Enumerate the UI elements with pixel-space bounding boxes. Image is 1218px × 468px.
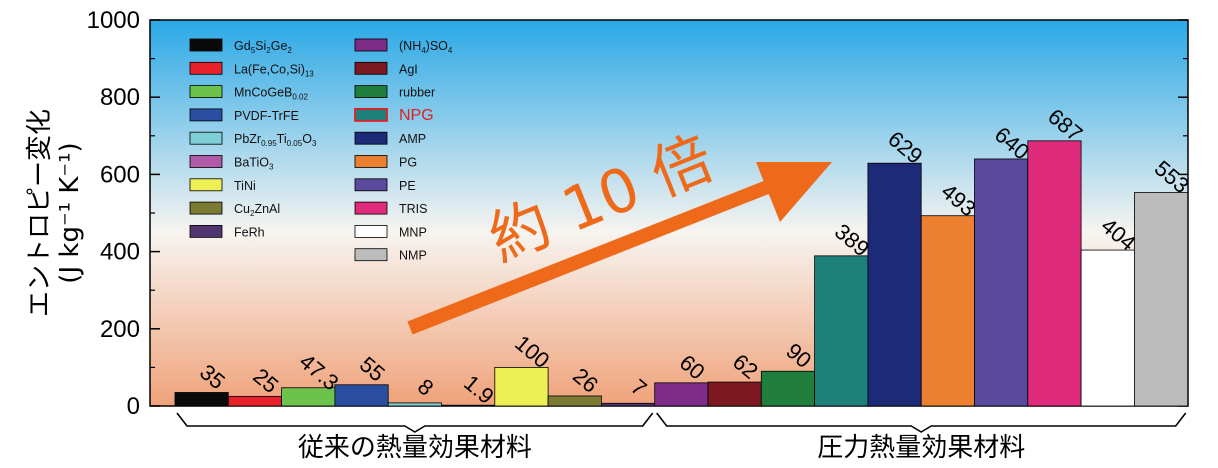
group-brackets: 従来の熱量効果材料 圧力熱量効果材料 — [176, 412, 1187, 463]
legend-entry: MnCoGeB0.02 — [234, 86, 308, 102]
legend-entry: PG — [399, 156, 417, 170]
legend-entry: Gd5Si2Ge2 — [234, 39, 292, 55]
legend-swatch — [189, 85, 223, 98]
bar-13 — [867, 162, 922, 407]
legend-entry: rubber — [399, 86, 435, 100]
legend-swatch — [189, 38, 223, 52]
bar-16 — [1027, 140, 1082, 407]
legend-swatch — [189, 224, 223, 238]
bar-6 — [494, 366, 549, 407]
group-label-1: 圧力熱量効果材料 — [817, 433, 1025, 463]
group-label-0: 従来の熱量効果材料 — [298, 433, 532, 463]
bar-10 — [707, 381, 762, 407]
bar-12 — [814, 255, 869, 407]
legend-swatch — [189, 108, 223, 122]
legend-entry: PVDF-TrFE — [234, 109, 299, 123]
bar-8 — [601, 402, 656, 407]
bar-3 — [334, 384, 389, 407]
legend-entry: AgI — [399, 62, 418, 76]
y-tick-label: 400 — [100, 239, 140, 266]
bar-18 — [1134, 192, 1189, 407]
group-bracket-1 — [656, 412, 1187, 433]
legend-entry: La(Fe,Co,Si)13 — [234, 62, 314, 78]
y-tick-label: 600 — [100, 161, 140, 188]
legend-entry: PE — [399, 179, 416, 193]
legend-entry: TRIS — [399, 202, 427, 216]
bars-layer — [174, 140, 1189, 407]
bar-17 — [1080, 249, 1135, 407]
legend-entry: PbZr0.95Ti0.05O3 — [234, 132, 317, 148]
legend-swatch — [354, 224, 388, 238]
bar-14 — [920, 215, 975, 407]
group-bracket-0 — [176, 412, 654, 433]
trend-arrow — [407, 162, 832, 335]
bar-15 — [974, 158, 1029, 407]
bar-5 — [441, 404, 496, 407]
legend-swatch — [354, 108, 388, 122]
legend-swatch — [354, 201, 388, 215]
legend-entry: BaTiO3 — [234, 156, 274, 172]
legend-swatch — [354, 178, 388, 192]
bar-4 — [387, 402, 442, 407]
legend-swatch — [354, 131, 388, 145]
legend-entry: NMP — [399, 249, 427, 263]
arrow-head — [756, 162, 832, 222]
legend-swatch — [354, 248, 388, 262]
arrow-shaft — [407, 179, 773, 335]
legend-swatch — [354, 155, 388, 168]
legend-swatch — [354, 38, 388, 52]
y-axis-label: エントロピー変化 — [25, 109, 55, 317]
legend-entry: Cu2ZnAl — [234, 202, 280, 218]
legend-swatch — [189, 61, 223, 75]
y-tick-label: 1000 — [87, 7, 140, 34]
legend-entry: FeRh — [234, 225, 265, 239]
bar-9 — [654, 382, 709, 407]
bar-11 — [760, 370, 815, 407]
bar-7 — [547, 395, 602, 407]
y-tick-label: 0 — [127, 393, 140, 420]
legend-swatch — [189, 178, 223, 192]
legend-entry: MNP — [399, 225, 427, 239]
legend-swatch — [354, 85, 388, 98]
y-tick-label: 800 — [100, 84, 140, 111]
y-axis-unit: (J kg⁻¹ K⁻¹) — [55, 142, 85, 283]
legend-entry: (NH4)SO4 — [399, 39, 453, 55]
legend-entry: NPG — [399, 107, 434, 124]
legend-swatch — [354, 61, 388, 75]
legend-swatch — [189, 201, 223, 215]
legend-swatch — [189, 155, 223, 168]
legend: Gd5Si2Ge2 La(Fe,Co,Si)13 MnCoGeB0.02 PVDF-T… — [189, 38, 453, 263]
legend-swatch — [189, 131, 223, 145]
y-axis: 0 200 400 600 800 1000 — [87, 7, 1188, 420]
bar-0 — [174, 392, 229, 407]
y-tick-label: 200 — [100, 316, 140, 343]
legend-entry: TiNi — [234, 179, 256, 193]
legend-entry: AMP — [399, 132, 426, 146]
bar-1 — [227, 395, 283, 407]
